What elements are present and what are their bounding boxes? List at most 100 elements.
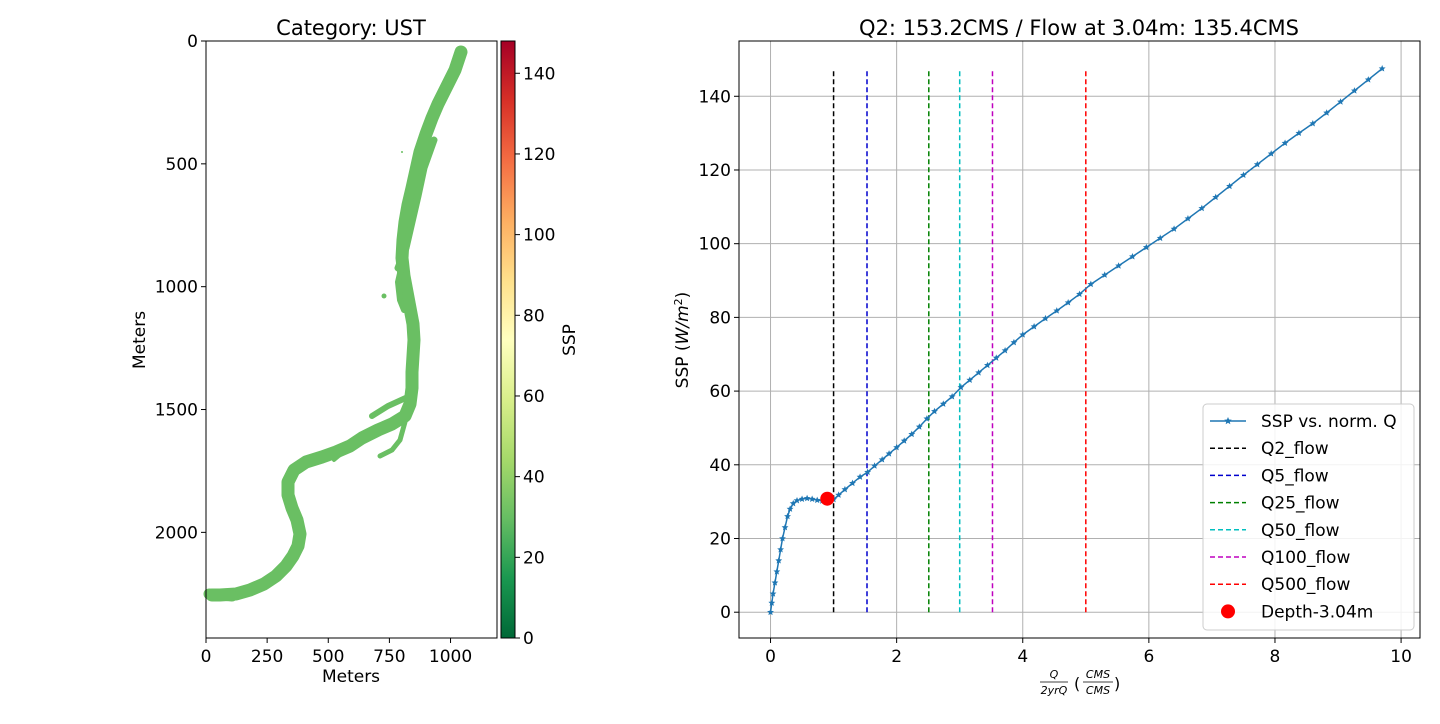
map-x-tick-label: 500 bbox=[312, 647, 344, 667]
line-y-tick-label: 60 bbox=[709, 382, 731, 402]
ssp-point bbox=[915, 423, 923, 430]
legend-entry: Q25_flow bbox=[1210, 494, 1340, 514]
colorbar-tick-label: 140 bbox=[523, 64, 555, 84]
x-label-numerator: Q bbox=[1050, 668, 1059, 681]
legend-entry: Q100_flow bbox=[1210, 548, 1350, 568]
ssp-point bbox=[1156, 234, 1164, 242]
map-x-tick-label: 0 bbox=[201, 647, 212, 667]
ssp-point bbox=[813, 496, 821, 504]
x-label-denominator: 2yrQ bbox=[1041, 684, 1068, 697]
colorbar-tick-label: 80 bbox=[523, 306, 545, 326]
colorbar-tick-label: 60 bbox=[523, 387, 545, 407]
legend-label: Q25_flow bbox=[1261, 494, 1340, 514]
line-y-tick-label: 120 bbox=[699, 161, 731, 181]
ssp-point bbox=[841, 485, 849, 493]
ssp-point bbox=[1064, 299, 1072, 306]
river-channel bbox=[203, 45, 468, 602]
ssp-point bbox=[771, 579, 779, 586]
map-title: Category: UST bbox=[276, 16, 426, 40]
ssp-point bbox=[957, 383, 965, 391]
x-label-paren-open: ( bbox=[1074, 674, 1080, 693]
ssp-point bbox=[1101, 271, 1109, 278]
map-y-tick-label: 2000 bbox=[155, 523, 198, 543]
line-x-axis-label: Q 2yrQ ( CMS CMS ) bbox=[1040, 668, 1120, 697]
ssp-point bbox=[871, 462, 878, 469]
line-y-tick-label: 20 bbox=[709, 530, 731, 550]
ssp-point bbox=[835, 491, 843, 498]
ssp-point bbox=[1001, 346, 1009, 354]
map-x-tick-label: 1000 bbox=[429, 647, 472, 667]
ssp-point bbox=[781, 523, 789, 531]
ssp-point bbox=[893, 443, 901, 451]
ssp-point bbox=[931, 407, 938, 415]
ssp-point bbox=[1198, 204, 1206, 212]
ssp-point bbox=[1142, 243, 1150, 251]
colorbar-tick-label: 120 bbox=[523, 145, 555, 165]
ssp-point bbox=[779, 534, 786, 542]
legend-label: Q2_flow bbox=[1261, 439, 1329, 459]
map-plot-frame bbox=[205, 40, 498, 639]
ssp-point bbox=[864, 468, 872, 476]
ssp-point bbox=[786, 505, 794, 512]
ssp-point bbox=[1337, 98, 1344, 105]
ssp-point bbox=[784, 512, 791, 520]
legend-label: Depth-3.04m bbox=[1261, 602, 1373, 622]
ssp-point bbox=[1378, 65, 1386, 72]
map-x-tick-label: 750 bbox=[373, 647, 405, 667]
colorbar-tick-label: 20 bbox=[523, 548, 545, 568]
ssp-point bbox=[1030, 323, 1038, 330]
line-panel: Q2: 153.2CMS / Flow at 3.04m: 135.4CMS 0… bbox=[672, 16, 1421, 697]
legend-entry: Q2_flow bbox=[1210, 439, 1329, 459]
ssp-point bbox=[923, 415, 931, 422]
line-y-axis-label: SSP (W/m2) bbox=[672, 292, 694, 389]
line-x-tick-label: 0 bbox=[765, 647, 776, 667]
ssp-point bbox=[768, 599, 776, 606]
ssp-point bbox=[992, 354, 1000, 361]
ssp-point bbox=[808, 495, 816, 502]
ssp-point bbox=[878, 456, 886, 463]
ssp-point bbox=[793, 496, 801, 504]
line-y-tick-label: 40 bbox=[709, 456, 731, 476]
line-y-tick-label: 100 bbox=[699, 235, 731, 255]
ssp-point bbox=[1281, 139, 1289, 146]
line-x-tick-label: 8 bbox=[1270, 647, 1281, 667]
ssp-point bbox=[789, 499, 797, 507]
ssp-point bbox=[769, 590, 777, 597]
ssp-point bbox=[849, 479, 856, 487]
line-y-tick-label: 0 bbox=[720, 603, 731, 623]
line-chart-title: Q2: 153.2CMS / Flow at 3.04m: 135.4CMS bbox=[859, 16, 1299, 40]
legend-entry: Depth-3.04m bbox=[1221, 602, 1373, 622]
ssp-point bbox=[803, 494, 811, 502]
ssp-point bbox=[1129, 252, 1136, 260]
line-x-tick-label: 4 bbox=[1017, 647, 1028, 667]
svg-text:SSP (W/m2): SSP (W/m2) bbox=[672, 292, 694, 389]
map-y-axis: 0 500 1000 1500 2000 bbox=[155, 32, 206, 543]
map-y-tick-label: 500 bbox=[166, 155, 198, 175]
ssp-point bbox=[975, 369, 983, 376]
legend-label: Q100_flow bbox=[1261, 548, 1350, 568]
legend-entry: Q500_flow bbox=[1210, 575, 1350, 595]
colorbar-tick-label: 40 bbox=[523, 468, 545, 488]
ssp-point bbox=[939, 400, 947, 407]
ssp-point bbox=[1076, 290, 1083, 298]
colorbar-ticks: 0 20 40 60 80 100 120 140 bbox=[515, 64, 555, 649]
ssp-point bbox=[1226, 182, 1233, 190]
ssp-point bbox=[1309, 119, 1317, 127]
line-x-tick-label: 6 bbox=[1143, 647, 1154, 667]
ssp-point bbox=[777, 545, 785, 553]
ssp-point bbox=[1010, 338, 1018, 346]
line-y-tick-label: 140 bbox=[699, 87, 731, 107]
legend-label: Q500_flow bbox=[1261, 575, 1350, 595]
legend-entry: Q50_flow bbox=[1210, 521, 1340, 541]
line-x-tick-label: 10 bbox=[1390, 647, 1412, 667]
ssp-point bbox=[1184, 215, 1192, 222]
depth-point bbox=[820, 491, 835, 506]
ssp-point bbox=[1053, 307, 1061, 314]
ssp-point bbox=[1115, 262, 1123, 269]
ssp-point bbox=[885, 450, 893, 457]
colorbar-label: SSP bbox=[560, 324, 580, 356]
colorbar-tick-label: 100 bbox=[523, 226, 555, 246]
x-label-paren-close: ) bbox=[1114, 674, 1120, 693]
ssp-point bbox=[1323, 109, 1331, 116]
ssp-point bbox=[1351, 87, 1358, 94]
